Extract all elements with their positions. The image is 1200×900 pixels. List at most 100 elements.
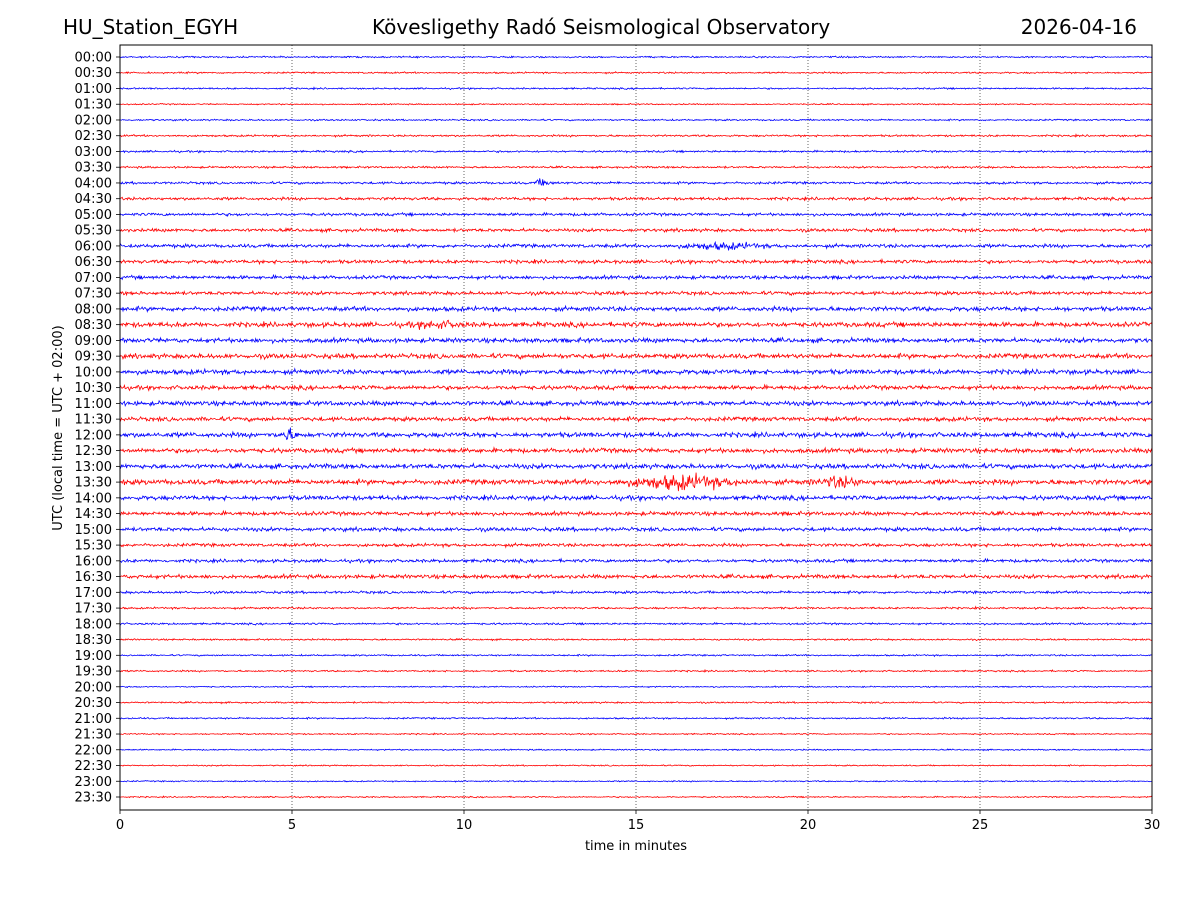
y-tick-label: 09:30 xyxy=(75,350,112,365)
y-tick-label: 01:00 xyxy=(75,82,112,97)
trace-1700 xyxy=(120,589,1153,595)
x-tick-label: 25 xyxy=(972,818,989,833)
y-tick-label: 11:30 xyxy=(75,413,112,428)
trace-1930 xyxy=(119,668,1153,673)
trace-0130 xyxy=(119,102,1153,106)
y-tick-label: 18:30 xyxy=(75,633,112,648)
y-tick-label: 17:00 xyxy=(75,586,112,601)
y-axis-label: UTC (local time = UTC + 02:00) xyxy=(51,325,66,530)
y-tick-label: 23:00 xyxy=(75,775,112,790)
trace-0800 xyxy=(119,304,1153,314)
y-tick-label: 14:00 xyxy=(75,491,112,506)
trace-0400 xyxy=(119,178,1153,186)
y-tick-label: 08:30 xyxy=(75,318,112,333)
trace-2300 xyxy=(120,779,1153,783)
trace-0430 xyxy=(119,196,1153,202)
trace-0300 xyxy=(119,149,1153,154)
trace-1030 xyxy=(119,383,1153,392)
trace-1400 xyxy=(119,494,1153,503)
trace-1500 xyxy=(119,525,1153,534)
trace-0000 xyxy=(119,55,1153,59)
date-label: 2026-04-16 xyxy=(1020,15,1137,39)
y-tick-label: 04:00 xyxy=(75,176,112,191)
trace-1230 xyxy=(119,446,1153,455)
trace-0200 xyxy=(119,118,1153,122)
trace-1830 xyxy=(119,637,1153,642)
y-tick-label: 06:00 xyxy=(75,239,112,254)
trace-1200 xyxy=(119,427,1153,441)
x-tick-label: 0 xyxy=(116,818,124,833)
x-tick-label: 10 xyxy=(456,818,473,833)
y-tick-label: 05:30 xyxy=(75,224,112,239)
x-tick-label: 15 xyxy=(628,818,645,833)
y-tick-label: 18:00 xyxy=(75,617,112,632)
y-tick-label: 20:00 xyxy=(75,680,112,695)
trace-1630 xyxy=(119,572,1153,581)
y-tick-label: 00:30 xyxy=(75,66,112,81)
y-tick-label: 15:00 xyxy=(75,523,112,538)
trace-1530 xyxy=(119,541,1153,549)
y-tick-label: 03:00 xyxy=(75,145,112,160)
y-tick-label: 03:30 xyxy=(75,161,112,176)
x-tick-label: 5 xyxy=(288,818,296,833)
y-tick-label: 06:30 xyxy=(75,255,112,270)
trace-1000 xyxy=(119,367,1153,377)
trace-0030 xyxy=(119,71,1153,75)
y-tick-label: 11:00 xyxy=(75,397,112,412)
station-name: HU_Station_EGYH xyxy=(63,15,239,39)
trace-1900 xyxy=(119,653,1153,658)
y-tick-label: 17:30 xyxy=(75,602,112,617)
trace-2030 xyxy=(119,700,1153,705)
y-tick-label: 16:00 xyxy=(75,554,112,569)
trace-1430 xyxy=(119,509,1153,518)
y-tick-label: 02:30 xyxy=(75,129,112,144)
trace-0700 xyxy=(119,273,1153,282)
y-tick-label: 19:30 xyxy=(75,665,112,680)
trace-1800 xyxy=(119,621,1153,626)
trace-0730 xyxy=(119,289,1153,297)
y-tick-label: 10:00 xyxy=(75,365,112,380)
y-tick-label: 12:30 xyxy=(75,444,112,459)
trace-0530 xyxy=(119,227,1153,234)
trace-0230 xyxy=(119,133,1153,138)
y-tick-label: 16:30 xyxy=(75,570,112,585)
y-tick-label: 10:30 xyxy=(75,381,112,396)
trace-1300 xyxy=(119,461,1153,471)
y-tick-label: 22:00 xyxy=(75,743,112,758)
trace-0100 xyxy=(119,86,1153,91)
y-tick-label: 22:30 xyxy=(75,759,112,774)
trace-0600 xyxy=(119,240,1153,251)
trace-0630 xyxy=(119,257,1153,266)
trace-0830 xyxy=(119,319,1153,330)
chart-title: Kövesligethy Radó Seismological Observat… xyxy=(372,15,831,39)
trace-1330 xyxy=(119,472,1153,492)
x-tick-label: 30 xyxy=(1144,818,1161,833)
trace-1130 xyxy=(119,415,1153,423)
y-tick-label: 01:30 xyxy=(75,98,112,113)
y-tick-label: 19:00 xyxy=(75,649,112,664)
y-tick-label: 12:00 xyxy=(75,428,112,443)
y-tick-label: 21:30 xyxy=(75,728,112,743)
y-tick-label: 14:30 xyxy=(75,507,112,522)
trace-2200 xyxy=(119,748,1153,752)
y-tick-label: 09:00 xyxy=(75,334,112,349)
y-tick-label: 02:00 xyxy=(75,113,112,128)
y-tick-label: 00:00 xyxy=(75,51,112,66)
plot-frame xyxy=(119,44,1153,811)
y-tick-label: 07:00 xyxy=(75,271,112,286)
y-tick-label: 07:30 xyxy=(75,287,112,302)
x-axis-label: time in minutes xyxy=(585,839,687,854)
y-tick-label: 23:30 xyxy=(75,791,112,806)
trace-2100 xyxy=(119,716,1153,721)
trace-1600 xyxy=(119,557,1153,565)
trace-2000 xyxy=(119,685,1153,689)
y-tick-label: 05:00 xyxy=(75,208,112,223)
trace-0500 xyxy=(119,211,1153,218)
y-tick-label: 15:30 xyxy=(75,539,112,554)
trace-0900 xyxy=(119,336,1153,345)
y-tick-label: 04:30 xyxy=(75,192,112,207)
y-tick-label: 21:00 xyxy=(75,712,112,727)
y-tick-label: 20:30 xyxy=(75,696,112,711)
